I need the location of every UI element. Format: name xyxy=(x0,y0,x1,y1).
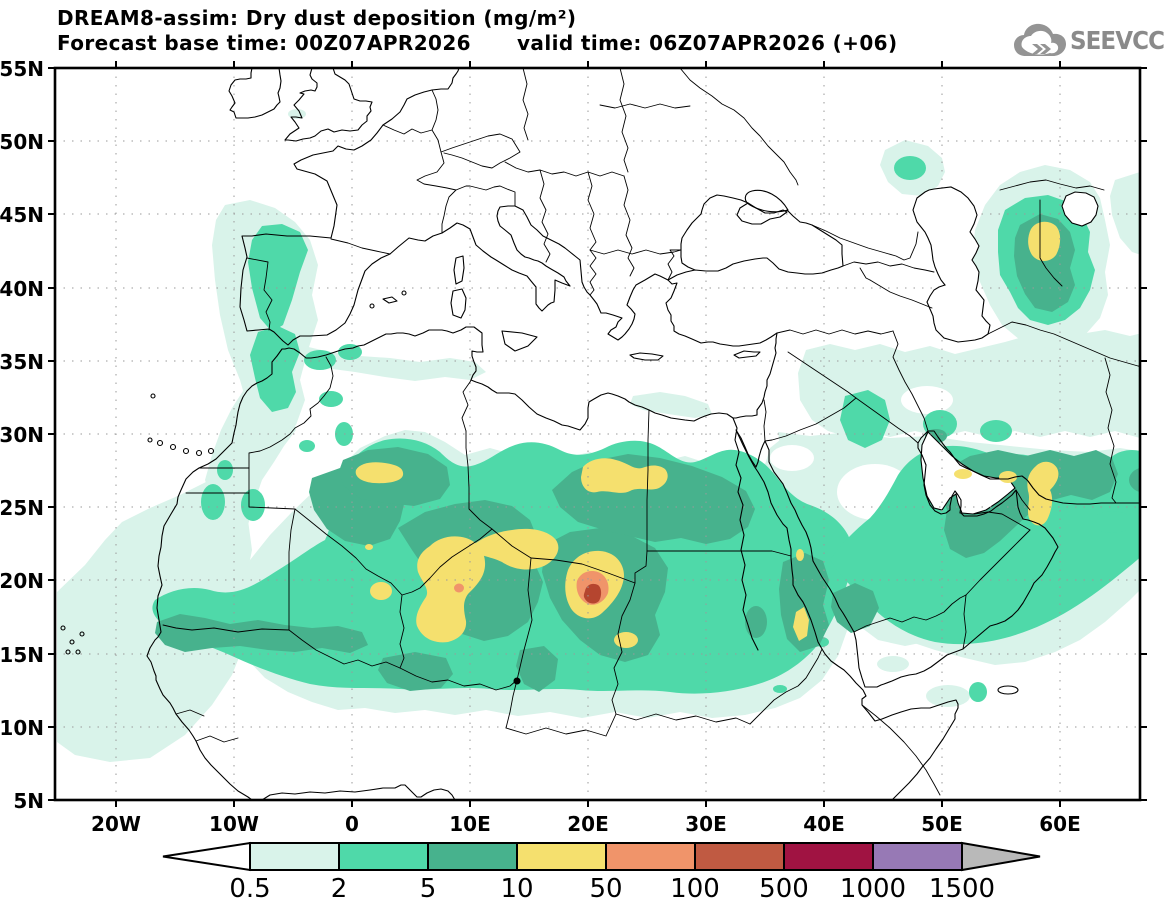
lat-label: 40N xyxy=(0,277,44,301)
lat-label: 35N xyxy=(0,350,44,374)
dust-peak-chad-core xyxy=(583,583,602,604)
colorbar-label: 50 xyxy=(589,874,622,904)
caspian-sea xyxy=(912,186,991,343)
coastlines xyxy=(60,68,1140,800)
lon-label: 50E xyxy=(921,812,963,836)
dust-peak-caspian-yellow xyxy=(1028,221,1061,261)
dust-layer-10 xyxy=(355,221,1061,648)
lon-label: 40E xyxy=(803,812,845,836)
lat-label: 10N xyxy=(0,716,44,740)
colorbar-label: 1500 xyxy=(929,874,995,904)
lat-label: 30N xyxy=(0,423,44,447)
colorbar-label: 5 xyxy=(420,874,437,904)
lon-label: 30E xyxy=(685,812,727,836)
lon-label: 60E xyxy=(1039,812,1081,836)
lat-label: 55N xyxy=(0,57,44,81)
dust-hole-jordan xyxy=(770,445,814,471)
valid-time: valid time: 06Z07APR2026 (+06) xyxy=(517,31,898,55)
lat-label: 20N xyxy=(0,569,44,593)
colorbar-label: 1000 xyxy=(840,874,906,904)
country-borders xyxy=(162,68,1140,796)
aral-sea xyxy=(1061,191,1099,227)
cloud-icon xyxy=(1014,23,1066,57)
page-title: DREAM8-assim: Dry dust deposition (mg/m²… xyxy=(57,6,577,30)
lon-label: 10E xyxy=(449,812,491,836)
colorbar-label: 10 xyxy=(500,874,533,904)
colorbar-over-arrow xyxy=(961,841,1041,872)
colorbar-segment-3 xyxy=(516,842,607,871)
colorbar-segment-5 xyxy=(694,842,785,871)
colorbar-label: 2 xyxy=(331,874,348,904)
colorbar-segment-2 xyxy=(427,842,518,871)
colorbar-segment-0 xyxy=(249,842,340,871)
lat-label: 15N xyxy=(0,643,44,667)
colorbar-label: 500 xyxy=(759,874,809,904)
axis-ticks xyxy=(48,61,1147,807)
subtitle: Forecast base time: 00Z07APR2026 valid ti… xyxy=(57,31,898,55)
lat-label: 25N xyxy=(0,496,44,520)
colorbar-under-arrow xyxy=(162,841,251,872)
dust-hole-iraq xyxy=(901,386,953,414)
lon-label: 20W xyxy=(91,812,141,836)
colorbar-segment-7 xyxy=(872,842,963,871)
logo-text: SEEVCCC xyxy=(1070,26,1165,55)
lat-label: 5N xyxy=(13,789,44,813)
colorbar: 0.5 2 5 10 50 100 500 1000 1500 xyxy=(162,841,1041,904)
colorbar-label: 100 xyxy=(670,874,720,904)
y-axis-labels: 55N 50N 45N 40N 35N 30N 25N 20N 15N 10N … xyxy=(0,57,44,813)
lat-label: 50N xyxy=(0,130,44,154)
seevccc-logo: SEEVCCC xyxy=(1012,20,1165,62)
colorbar-label: 0.5 xyxy=(229,874,270,904)
lon-label: 10W xyxy=(209,812,259,836)
colorbar-segment-6 xyxy=(783,842,874,871)
colorbar-segment-4 xyxy=(605,842,696,871)
lon-label: 0 xyxy=(345,812,359,836)
x-axis-labels: 20W 10W 0 10E 20E 30E 40E 50E 60E xyxy=(91,812,1081,836)
colorbar-segment-1 xyxy=(338,842,429,871)
forecast-base-time: Forecast base time: 00Z07APR2026 xyxy=(57,31,471,55)
lon-label: 20E xyxy=(567,812,609,836)
lat-label: 45N xyxy=(0,203,44,227)
